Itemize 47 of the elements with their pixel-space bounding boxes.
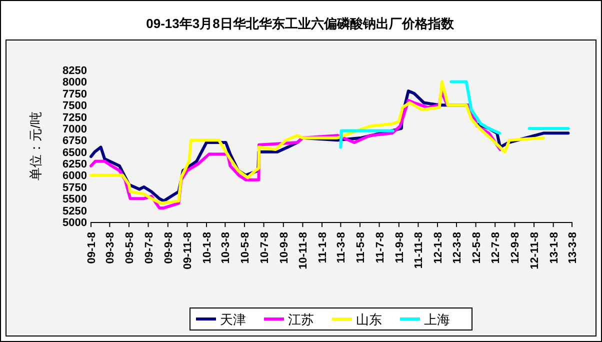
x-tick-label: 10-7-8 bbox=[258, 232, 271, 264]
x-tick-label: 12-3-8 bbox=[451, 232, 464, 264]
legend-label: 天津 bbox=[220, 312, 246, 327]
x-tick-label: 10-1-8 bbox=[202, 232, 214, 264]
x-tick-label: 12-7-8 bbox=[490, 232, 502, 264]
x-tick-label: 13-1-8 bbox=[548, 232, 560, 264]
x-tick-label: 12-9-8 bbox=[510, 232, 522, 264]
x-tick-label: 11-7-8 bbox=[374, 232, 386, 264]
y-tick-label: 6500 bbox=[62, 146, 87, 159]
x-tick-label: 09-5-8 bbox=[124, 232, 136, 264]
x-tick-label: 11-11-8 bbox=[413, 232, 426, 269]
y-tick-label: 6000 bbox=[62, 170, 87, 182]
y-tick-label: 6750 bbox=[62, 135, 87, 148]
y-tick-label: 7000 bbox=[62, 123, 87, 136]
x-tick-label: 10-9-8 bbox=[278, 232, 290, 264]
x-tick-label: 10-11-8 bbox=[298, 232, 310, 270]
x-tick-label: 11-9-8 bbox=[394, 232, 406, 264]
x-tick-label: 12-1-8 bbox=[432, 232, 445, 264]
y-tick-label: 5500 bbox=[62, 194, 87, 206]
x-tick-label: 13-3-8 bbox=[567, 232, 579, 264]
x-tick-label: 12-5-8 bbox=[470, 232, 483, 264]
x-tick-label: 09-11-8 bbox=[182, 232, 194, 270]
x-tick-label: 11-5-8 bbox=[354, 232, 367, 264]
y-tick-label: 8250 bbox=[62, 65, 87, 77]
x-tick-label: 11-3-8 bbox=[336, 232, 348, 264]
legend-label: 上海 bbox=[424, 312, 450, 327]
x-tick-label: 09-7-8 bbox=[143, 232, 156, 264]
x-tick-label: 10-3-8 bbox=[220, 232, 232, 264]
y-tick-label: 7750 bbox=[62, 88, 87, 100]
legend-label: 山东 bbox=[356, 312, 382, 327]
y-tick-label: 7500 bbox=[62, 100, 87, 112]
y-tick-label: 8000 bbox=[62, 76, 87, 89]
x-tick-label: 09-1-8 bbox=[86, 232, 98, 264]
x-tick-label: 09-3-8 bbox=[104, 232, 117, 264]
x-tick-label: 12-11-8 bbox=[529, 232, 542, 270]
legend-label: 江苏 bbox=[288, 312, 314, 327]
line-series bbox=[450, 80, 502, 135]
chart-title: 09-13年3月8日华北华东工业六偏磷酸钠出厂价格指数 bbox=[146, 16, 455, 31]
y-tick-label: 5250 bbox=[62, 205, 87, 218]
y-tick-label: 6250 bbox=[62, 158, 87, 171]
x-tick-label: 10-5-8 bbox=[239, 232, 252, 264]
x-tick-label: 11-1-8 bbox=[317, 232, 330, 264]
x-tick-label: 09-9-8 bbox=[162, 232, 175, 264]
y-tick-label: 5750 bbox=[62, 182, 87, 194]
y-tick-label: 5000 bbox=[62, 217, 87, 229]
y-axis-title: 单位：元/吨 bbox=[28, 112, 43, 180]
y-tick-label: 7250 bbox=[62, 112, 87, 124]
